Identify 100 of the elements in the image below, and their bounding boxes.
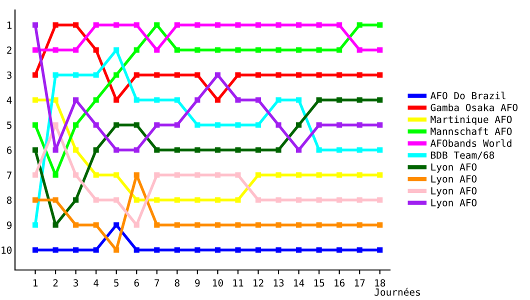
point (316, 22, 322, 28)
point (52, 172, 58, 178)
point (336, 247, 342, 253)
point (154, 147, 160, 153)
point (114, 122, 120, 128)
point (296, 122, 302, 128)
point (32, 222, 38, 228)
legend-label: Lyon AFO (431, 175, 477, 184)
point (255, 97, 262, 103)
point (194, 47, 200, 53)
point (255, 72, 262, 78)
point (356, 97, 362, 103)
point (255, 147, 262, 153)
point (32, 247, 38, 253)
point (32, 172, 38, 178)
point (214, 197, 220, 203)
point (194, 72, 200, 78)
point (235, 197, 241, 203)
point (73, 247, 79, 253)
point (336, 122, 342, 128)
point (214, 47, 220, 53)
point (134, 72, 140, 78)
y-tick-label: 5 (7, 122, 12, 129)
point (214, 172, 220, 178)
point (194, 172, 200, 178)
y-tick-label: 2 (7, 46, 12, 54)
x-tick-label: 8 (174, 279, 180, 287)
point (73, 72, 79, 78)
point (235, 72, 241, 78)
point (235, 222, 241, 228)
point (52, 122, 58, 128)
point (356, 22, 362, 28)
point (255, 197, 262, 203)
x-tick-label: 15 (314, 279, 324, 287)
legend-label: BDB Team/68 (431, 151, 494, 160)
point (194, 97, 200, 103)
point (214, 97, 220, 103)
point (32, 97, 38, 103)
point (114, 172, 120, 178)
point (336, 97, 342, 103)
point (154, 197, 160, 203)
legend-label: Lyon AFO (431, 199, 477, 208)
point (276, 122, 282, 128)
y-tick-label: 1 (8, 22, 12, 29)
legend-label: Lyon AFO (431, 187, 477, 196)
point (276, 172, 282, 178)
point (174, 147, 180, 153)
y-tick-label: 3 (7, 72, 12, 79)
point (377, 72, 383, 78)
point (114, 22, 120, 28)
x-tick-label: 6 (134, 279, 139, 287)
point (214, 147, 220, 153)
point (52, 247, 58, 253)
point (296, 47, 302, 53)
point (114, 97, 120, 103)
point (194, 22, 200, 28)
point (174, 47, 180, 53)
legend-label: Lyon AFO (431, 163, 477, 173)
x-axis-title: Journées (374, 288, 420, 296)
x-tick-label: 3 (74, 279, 78, 287)
point (114, 197, 120, 203)
point (174, 122, 180, 128)
point (276, 72, 282, 78)
point (356, 147, 362, 153)
point (356, 172, 362, 178)
point (255, 122, 262, 128)
point (276, 147, 282, 153)
point (114, 47, 120, 53)
point (134, 97, 140, 103)
point (93, 147, 99, 153)
point (73, 197, 79, 203)
point (235, 147, 241, 153)
point (32, 122, 38, 128)
point (73, 172, 79, 178)
point (235, 247, 241, 253)
point (154, 172, 160, 178)
point (134, 197, 140, 203)
point (154, 97, 160, 103)
point (32, 47, 38, 53)
point (276, 247, 282, 253)
point (93, 122, 99, 128)
point (296, 72, 302, 78)
point (336, 172, 342, 178)
point (255, 22, 262, 28)
point (114, 147, 120, 153)
point (52, 197, 58, 203)
point (296, 147, 302, 153)
point (296, 222, 302, 228)
x-tick-label: 7 (154, 279, 160, 286)
point (255, 222, 262, 228)
x-tick-label: 12 (254, 279, 264, 286)
point (356, 247, 362, 253)
point (32, 147, 38, 153)
point (336, 22, 342, 28)
legend-label: Martinique AFO (430, 116, 512, 126)
point (377, 97, 383, 103)
point (356, 72, 362, 78)
point (194, 197, 200, 203)
y-tick-label: 8 (6, 196, 12, 204)
point (52, 47, 58, 53)
